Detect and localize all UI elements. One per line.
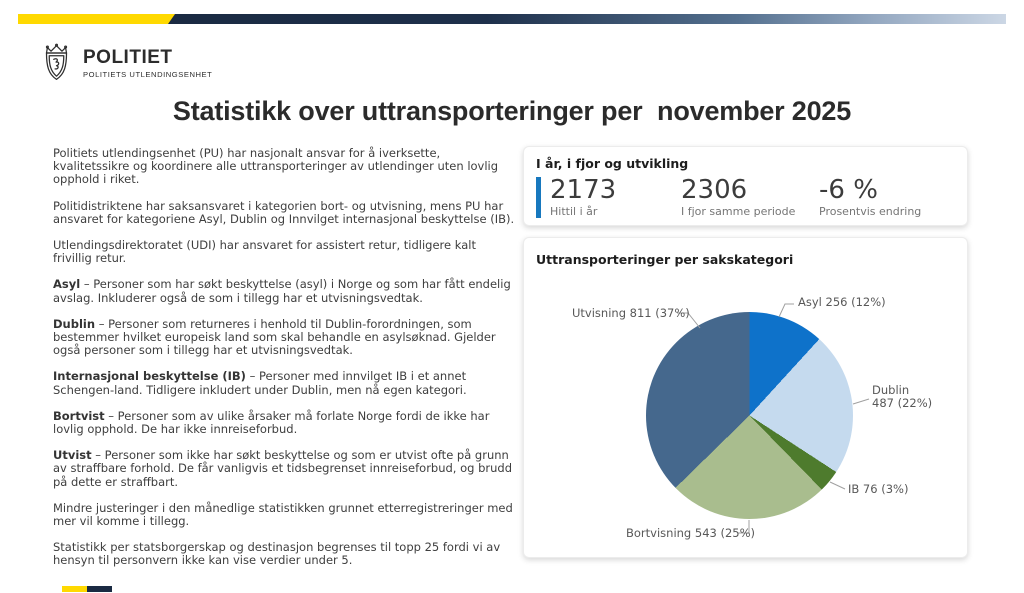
brand-bar-gradient-segment: [168, 14, 1006, 24]
pie-chart: [646, 312, 853, 519]
paragraph: Politidistriktene har saksansvaret i kat…: [53, 198, 515, 226]
summary-card-title: I år, i fjor og utvikling: [536, 156, 689, 171]
pie-chart-title: Uttransporteringer per sakskategori: [536, 252, 794, 267]
paragraph: Mindre justeringer i den månedlige stati…: [53, 500, 513, 529]
brand-bar-yellow-segment: [18, 14, 175, 24]
stat-value: -6 %: [819, 175, 878, 205]
summary-stat: 2306 I fjor samme periode: [681, 175, 819, 219]
paragraph: Dublin – Personer som returneres i henho…: [53, 316, 496, 358]
paragraph: Bortvist – Personer som av ulike årsaker…: [53, 408, 490, 437]
footer-brand-bar: [62, 586, 112, 592]
paragraph: Asyl – Personer som har søkt beskyttelse…: [53, 277, 511, 305]
pie-label-dublin: Dublin 487 (22%): [872, 383, 933, 410]
paragraph: Politiets utlendingsenhet (PU) har nasjo…: [53, 146, 499, 187]
summary-stats-row: 2173 Hittil i år 2306 I fjor samme periode -…: [536, 177, 955, 218]
police-crest-icon: [45, 43, 68, 80]
paragraph: Utvist – Personer som ikke har søkt besk…: [53, 448, 513, 489]
paragraph: Internasjonal beskyttelse (IB) – Persone…: [53, 369, 467, 397]
intro-paragraphs: Politiets utlendingsenhet (PU) har nasjo…: [53, 146, 515, 581]
logo-text: POLITIET POLITIETS UTLENDINGSENHET: [83, 48, 212, 79]
pie-chart-card: Uttransporteringer per sakskategori Asyl…: [523, 237, 968, 558]
paragraph: Statistikk per statsborgerskap og destin…: [53, 540, 501, 568]
summary-stat: -6 % Prosentvis endring: [819, 175, 922, 219]
logo-subtitle: POLITIETS UTLENDINGSENHET: [83, 69, 213, 79]
summary-stat: 2173 Hittil i år: [536, 177, 681, 218]
paragraph: Utlendingsdirektoratet (UDI) har ansvare…: [53, 238, 476, 266]
footer-bar-yellow-segment: [62, 586, 87, 592]
stat-label: Prosentvis endring: [819, 205, 922, 218]
stat-label: I fjor samme periode: [681, 205, 796, 218]
pie-label-ib: IB 76 (3%): [848, 482, 909, 496]
stat-label: Hittil i år: [550, 205, 598, 218]
stat-value: 2306: [681, 175, 748, 205]
pie-label-utvisning: Utvisning 811 (37%): [572, 306, 690, 320]
pie-chart-area: Asyl 256 (12%) Dublin 487 (22%) IB 76 (3…: [524, 238, 969, 559]
pie-label-asyl: Asyl 256 (12%): [798, 295, 886, 309]
summary-card: I år, i fjor og utvikling 2173 Hittil i å…: [523, 146, 968, 226]
page-title: Statistikk over uttransporteringer per n…: [172, 96, 852, 126]
pie-callout-lines: [677, 303, 870, 534]
logo-title: POLITIET: [83, 46, 173, 68]
top-brand-bar: [18, 14, 1006, 24]
pie-label-bortvisning: Bortvisning 543 (25%): [626, 526, 756, 540]
footer-bar-navy-segment: [87, 586, 112, 592]
stat-value: 2173: [550, 175, 617, 205]
politiet-logo: POLITIET POLITIETS UTLENDINGSENHET: [38, 43, 212, 83]
